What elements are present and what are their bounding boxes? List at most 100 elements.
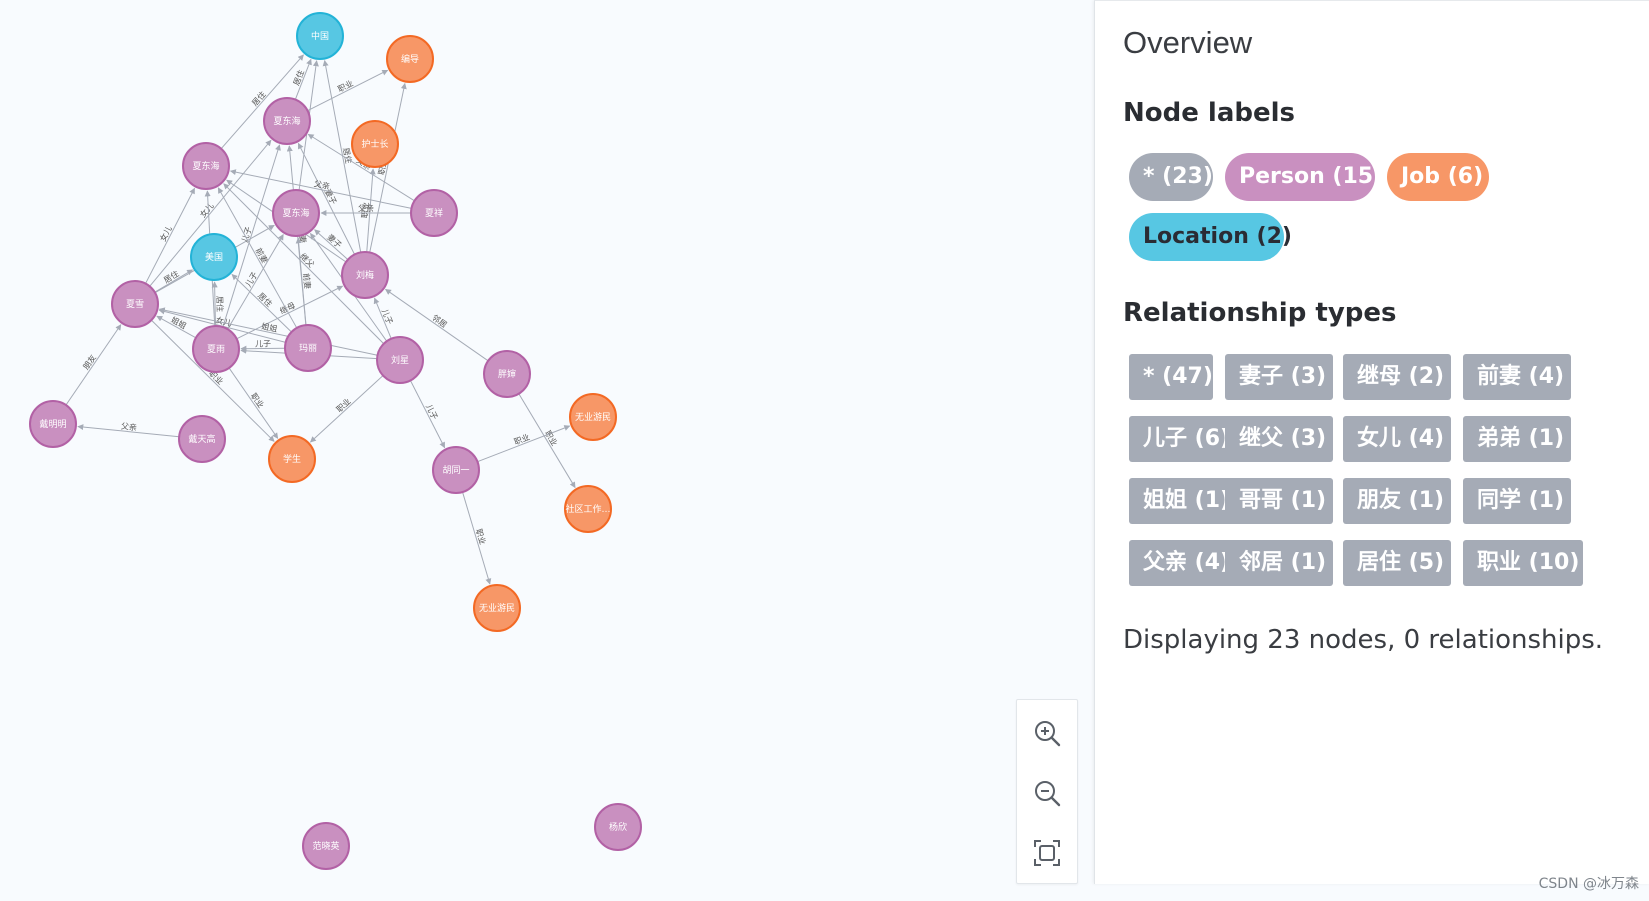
relationship-type-tag[interactable]: * (47) xyxy=(1129,354,1213,400)
relationship-type-tag[interactable]: 同学 (1) xyxy=(1463,478,1571,524)
node-circle[interactable] xyxy=(410,189,458,237)
graph-node-hutongyi[interactable]: 胡同一 xyxy=(432,446,480,494)
node-circle[interactable] xyxy=(483,350,531,398)
relationship-type-tag[interactable]: 姐姐 (1) xyxy=(1129,478,1237,524)
node-circle[interactable] xyxy=(594,803,642,851)
node-circle[interactable] xyxy=(178,415,226,463)
node-circle[interactable] xyxy=(569,393,617,441)
fit-to-screen-button[interactable] xyxy=(1032,838,1062,868)
relationship-edge[interactable] xyxy=(217,187,298,329)
node-circle[interactable] xyxy=(473,584,521,632)
graph-node-xdh3[interactable]: 夏东海 xyxy=(272,189,320,237)
relationship-type-tag[interactable]: 邻居 (1) xyxy=(1225,540,1333,586)
relationship-edge[interactable] xyxy=(385,288,489,362)
graph-node-pangsao[interactable]: 胖婶 xyxy=(483,350,531,398)
relationship-type-tag[interactable]: 弟弟 (1) xyxy=(1463,416,1571,462)
relationship-edge[interactable] xyxy=(145,187,196,284)
graph-node-xdh1[interactable]: 夏东海 xyxy=(263,97,311,145)
graph-node-jobless1[interactable]: 无业游民 xyxy=(569,393,617,441)
graph-canvas[interactable]: 居住居住居住居住职业职业父亲职业妻子父亲父亲妻子妻子女儿女儿女儿居住儿子儿子儿子… xyxy=(0,0,1090,901)
zoom-out-button[interactable] xyxy=(1032,778,1062,808)
relationship-edge[interactable] xyxy=(222,144,281,328)
relationship-type-tag[interactable]: 父亲 (4) xyxy=(1129,540,1237,586)
node-label-pill[interactable]: * (23) xyxy=(1129,153,1213,201)
zoom-in-button[interactable] xyxy=(1032,718,1062,748)
relationship-type-tag[interactable]: 妻子 (3) xyxy=(1225,354,1333,400)
node-circle[interactable] xyxy=(296,12,344,60)
relationship-edge[interactable] xyxy=(366,168,376,253)
graph-node-daimingming[interactable]: 戴明明 xyxy=(29,400,77,448)
relationship-edge[interactable] xyxy=(373,297,392,339)
relationship-edge[interactable] xyxy=(154,269,194,293)
relationship-edge[interactable] xyxy=(151,319,275,442)
graph-node-mali[interactable]: 玛丽 xyxy=(284,324,332,372)
graph-node-liuxing[interactable]: 刘星 xyxy=(376,336,424,384)
node-circle[interactable] xyxy=(268,435,316,483)
relationship-type-tag[interactable]: 继父 (3) xyxy=(1225,416,1333,462)
relationship-edge[interactable] xyxy=(309,375,384,443)
relationship-edge[interactable] xyxy=(156,315,197,339)
node-circle[interactable] xyxy=(29,400,77,448)
graph-node-xiaxiang[interactable]: 夏祥 xyxy=(410,189,458,237)
relationship-edge[interactable] xyxy=(220,54,304,150)
relationship-edge[interactable] xyxy=(294,58,312,100)
relationship-edge[interactable] xyxy=(369,82,407,253)
relationship-edge[interactable] xyxy=(409,380,446,449)
node-circle[interactable] xyxy=(190,233,238,281)
graph-node-liumei[interactable]: 刘梅 xyxy=(341,251,389,299)
relationship-edge[interactable] xyxy=(158,307,378,356)
relationship-edge[interactable] xyxy=(322,59,362,253)
node-circle[interactable] xyxy=(376,336,424,384)
node-circle[interactable] xyxy=(564,485,612,533)
relationship-type-tag[interactable]: 居住 (5) xyxy=(1343,540,1451,586)
node-circle[interactable] xyxy=(432,446,480,494)
relationship-edge[interactable] xyxy=(297,142,356,255)
graph-node-xiaxue[interactable]: 夏雪 xyxy=(111,280,159,328)
relationship-type-tag[interactable]: 女儿 (4) xyxy=(1343,416,1451,462)
graph-node-fanxiaoying[interactable]: 范晓英 xyxy=(302,822,350,870)
relationship-type-tag[interactable]: 哥哥 (1) xyxy=(1225,478,1333,524)
relationship-type-tag[interactable]: 职业 (10) xyxy=(1463,540,1583,586)
node-circle[interactable] xyxy=(192,325,240,373)
relationship-edge[interactable] xyxy=(65,324,122,406)
relationship-type-tag[interactable]: 朋友 (1) xyxy=(1343,478,1451,524)
relationship-edge[interactable] xyxy=(227,234,284,330)
relationship-type-tag[interactable]: 继母 (2) xyxy=(1343,354,1451,400)
relationship-type-tag[interactable]: 儿子 (6) xyxy=(1129,416,1237,462)
relationship-edge[interactable] xyxy=(295,237,307,326)
node-circle[interactable] xyxy=(341,251,389,299)
graph-node-student[interactable]: 学生 xyxy=(268,435,316,483)
relationship-edge[interactable] xyxy=(477,425,571,463)
graph-node-jobless2[interactable]: 无业游民 xyxy=(473,584,521,632)
graph-node-director[interactable]: 编导 xyxy=(386,35,434,83)
relationship-edge[interactable] xyxy=(229,169,412,209)
node-circle[interactable] xyxy=(263,97,311,145)
node-circle[interactable] xyxy=(302,822,350,870)
node-circle[interactable] xyxy=(284,324,332,372)
graph-node-yangxin[interactable]: 杨欣 xyxy=(594,803,642,851)
relationship-edge[interactable] xyxy=(211,281,218,327)
graph-node-usa[interactable]: 美国 xyxy=(190,233,238,281)
relationship-edge[interactable] xyxy=(149,139,272,287)
relationship-edge[interactable] xyxy=(236,285,344,340)
relationship-type-tag[interactable]: 前妻 (4) xyxy=(1463,354,1571,400)
graph-node-nurse[interactable]: 护士长 xyxy=(351,120,399,168)
relationship-edge[interactable] xyxy=(77,424,180,438)
relationship-edge[interactable] xyxy=(314,229,349,260)
relationship-edge[interactable] xyxy=(518,393,576,489)
node-circle[interactable] xyxy=(182,142,230,190)
node-label-pill[interactable]: Location (2) xyxy=(1129,213,1292,261)
node-circle[interactable] xyxy=(351,120,399,168)
graph-node-xiayu[interactable]: 夏雨 xyxy=(192,325,240,373)
relationship-edge[interactable] xyxy=(228,367,279,439)
relationship-edge[interactable] xyxy=(462,491,492,585)
graph-node-china[interactable]: 中国 xyxy=(296,12,344,60)
relationship-edge[interactable] xyxy=(307,69,389,112)
graph-node-social[interactable]: 社区工作… xyxy=(564,485,612,533)
node-label-pill[interactable]: Job (6) xyxy=(1387,153,1489,201)
relationship-edge[interactable] xyxy=(231,273,292,333)
relationship-edge[interactable] xyxy=(307,133,415,202)
node-circle[interactable] xyxy=(111,280,159,328)
node-circle[interactable] xyxy=(272,189,320,237)
node-circle[interactable] xyxy=(386,35,434,83)
